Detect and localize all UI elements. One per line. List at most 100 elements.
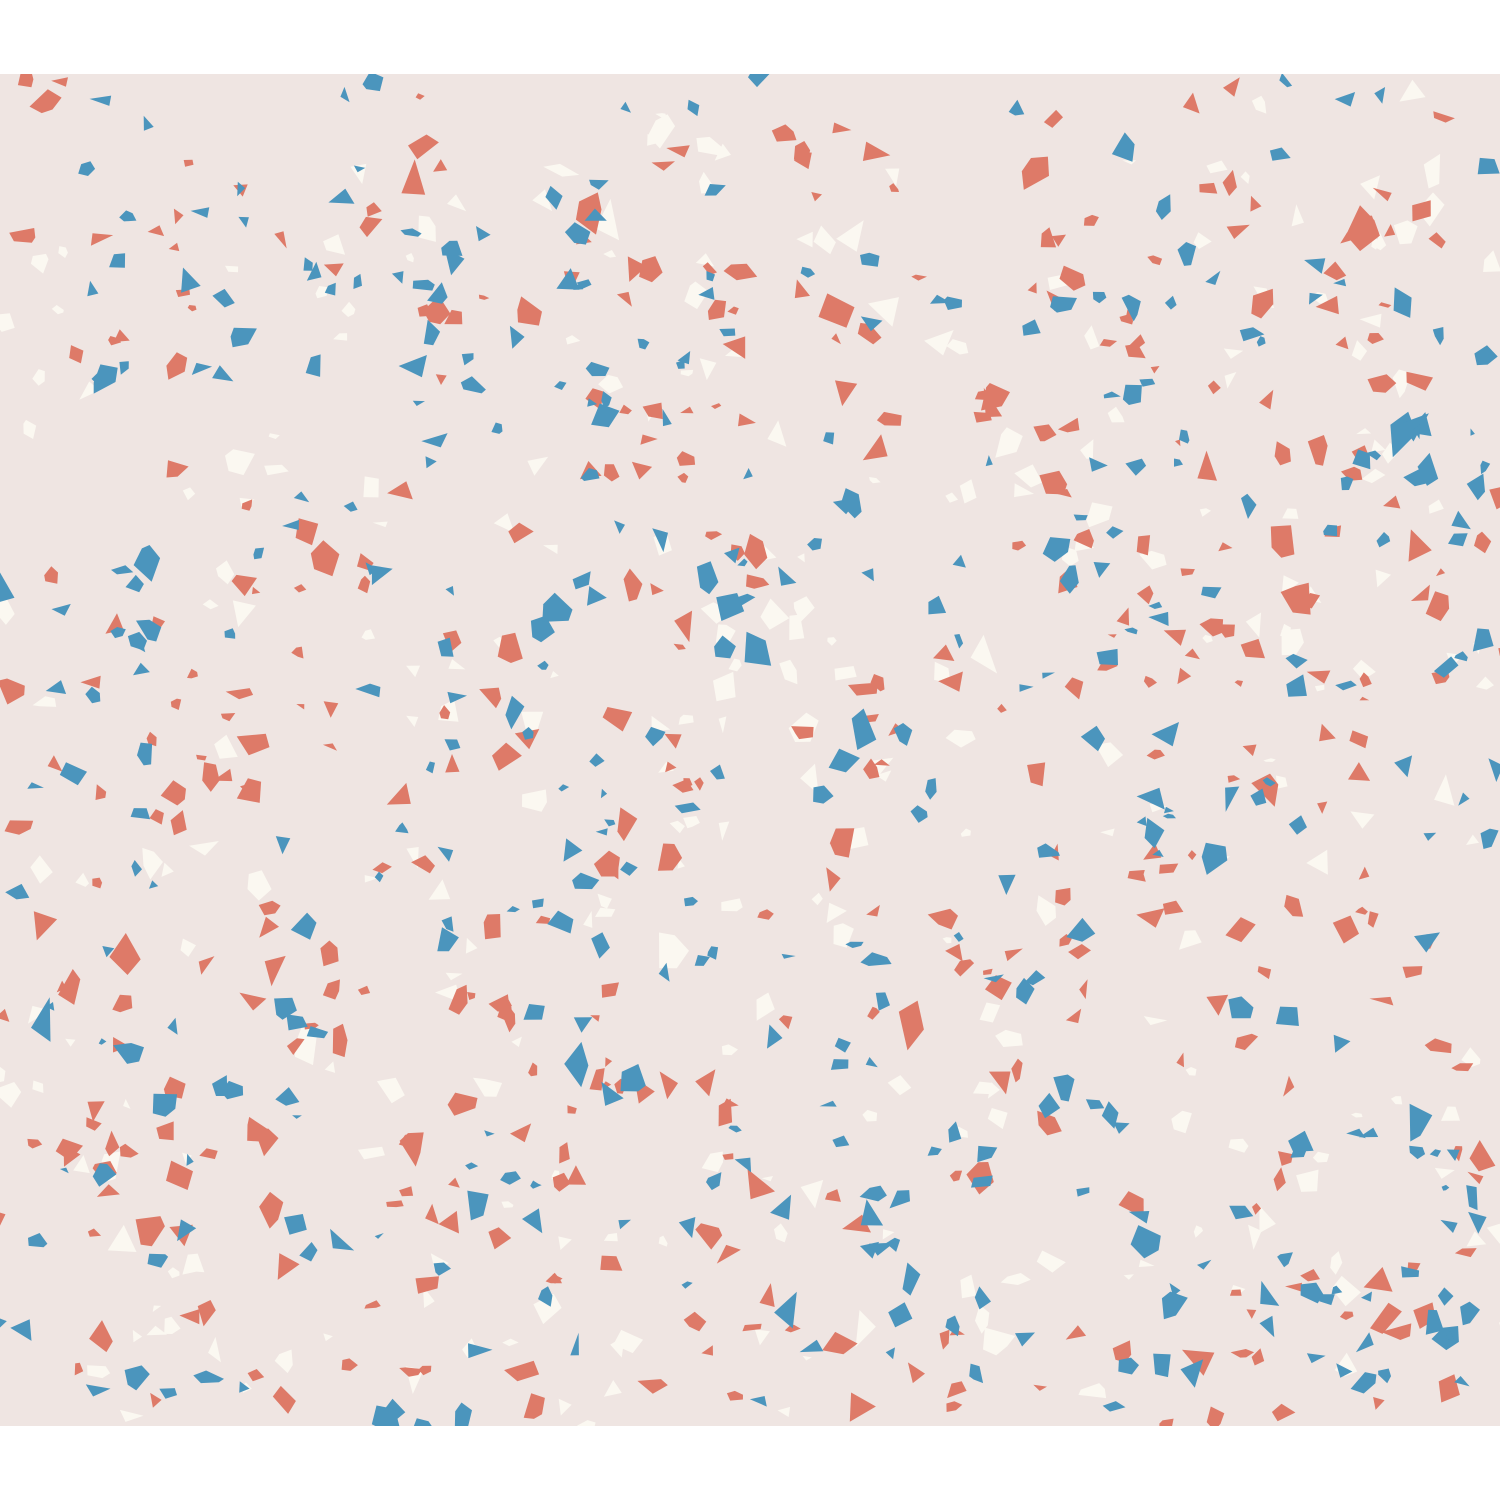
coral-chip bbox=[711, 403, 722, 409]
blue-chip bbox=[1161, 1291, 1188, 1320]
coral-chip bbox=[272, 1385, 296, 1414]
cream-chip bbox=[1282, 508, 1299, 519]
coral-chip bbox=[33, 911, 58, 941]
coral-chip bbox=[1033, 424, 1057, 442]
coral-chip bbox=[197, 1300, 216, 1327]
cream-chip bbox=[274, 1349, 293, 1374]
coral-chip bbox=[92, 877, 103, 889]
blue-chip bbox=[467, 1190, 489, 1221]
blue-chip bbox=[547, 910, 574, 934]
coral-chip bbox=[938, 671, 963, 692]
cream-chip bbox=[1014, 483, 1034, 498]
cream-chip bbox=[406, 665, 421, 678]
blue-chip bbox=[274, 997, 297, 1020]
coral-chip bbox=[889, 183, 899, 192]
cream-chip bbox=[448, 659, 466, 670]
coral-chip bbox=[295, 518, 319, 546]
blue-chip bbox=[1250, 788, 1267, 806]
cream-chip bbox=[268, 433, 280, 439]
cream-chip bbox=[1206, 160, 1228, 174]
coral-chip bbox=[874, 759, 890, 766]
cream-chip bbox=[180, 938, 196, 957]
blue-chip bbox=[1262, 777, 1276, 787]
blue-chip bbox=[282, 519, 299, 530]
blue-chip bbox=[59, 1167, 69, 1174]
blue-chip bbox=[1124, 627, 1138, 635]
coral-chip bbox=[442, 630, 462, 653]
coral-chip bbox=[1270, 525, 1295, 558]
coral-chip bbox=[56, 980, 67, 993]
blue-chip bbox=[1042, 672, 1055, 679]
coral-chip bbox=[1402, 966, 1423, 979]
blue-chip bbox=[1042, 537, 1071, 562]
blue-chip bbox=[799, 1339, 824, 1353]
cream-chip bbox=[1171, 1110, 1192, 1134]
blue-chip bbox=[587, 398, 598, 407]
blue-chip bbox=[412, 400, 425, 406]
cream-chip bbox=[721, 898, 743, 912]
blue-chip bbox=[707, 946, 719, 960]
coral-chip bbox=[1319, 723, 1336, 742]
blue-chip bbox=[1164, 295, 1177, 310]
cream-chip bbox=[1263, 758, 1276, 762]
coral-chip bbox=[1207, 380, 1221, 395]
coral-chip bbox=[946, 1401, 963, 1412]
cream-chip bbox=[1296, 1169, 1319, 1192]
coral-chip bbox=[848, 682, 878, 696]
coral-chip bbox=[1150, 366, 1160, 374]
cream-chip bbox=[945, 492, 958, 503]
coral-chip bbox=[1180, 568, 1195, 576]
blue-chip bbox=[1448, 533, 1468, 547]
coral-chip bbox=[1199, 182, 1218, 194]
blue-chip bbox=[1136, 787, 1165, 810]
coral-chip bbox=[1225, 917, 1256, 943]
coral-chip bbox=[364, 1300, 381, 1309]
cream-chip bbox=[0, 1082, 22, 1108]
coral-chip bbox=[1004, 948, 1023, 962]
coral-chip bbox=[27, 1138, 43, 1149]
cream-chip bbox=[834, 666, 857, 681]
blue-chip bbox=[136, 619, 162, 642]
blue-chip bbox=[893, 723, 913, 746]
coral-chip bbox=[1307, 435, 1328, 466]
cream-chip bbox=[558, 1398, 572, 1416]
cream-chip bbox=[683, 816, 700, 829]
coral-chip bbox=[757, 909, 774, 920]
coral-chip bbox=[357, 575, 371, 594]
coral-chip bbox=[1370, 1302, 1402, 1334]
cream-chip bbox=[1036, 1250, 1066, 1273]
cream-chip bbox=[1245, 612, 1262, 638]
blue-chip bbox=[954, 634, 964, 649]
blue-chip bbox=[572, 571, 591, 590]
blue-chip bbox=[441, 916, 454, 932]
coral-chip bbox=[90, 233, 114, 246]
blue-chip bbox=[1466, 1185, 1478, 1211]
blue-chip bbox=[658, 962, 670, 982]
coral-chip bbox=[156, 1121, 174, 1141]
blue-chip bbox=[580, 468, 600, 481]
coral-chip bbox=[1033, 1384, 1047, 1391]
coral-chip bbox=[849, 1392, 876, 1422]
coral-chip bbox=[357, 985, 371, 995]
cream-chip bbox=[1476, 676, 1494, 690]
coral-chip bbox=[1064, 677, 1084, 700]
blue-chip bbox=[1359, 1127, 1379, 1138]
coral-chip bbox=[862, 434, 888, 461]
coral-chip bbox=[220, 713, 236, 722]
coral-chip bbox=[359, 216, 383, 238]
coral-chip bbox=[147, 225, 165, 237]
coral-chip bbox=[1301, 593, 1321, 609]
cream-chip bbox=[361, 629, 375, 640]
blue-chip bbox=[925, 778, 937, 800]
cream-chip bbox=[493, 513, 515, 533]
coral-chip bbox=[492, 742, 522, 771]
cream-chip bbox=[1352, 659, 1376, 681]
blue-chip bbox=[1340, 476, 1354, 491]
blue-chip bbox=[328, 188, 355, 204]
blue-chip bbox=[724, 547, 740, 564]
blue-chip bbox=[927, 1146, 942, 1156]
coral-chip bbox=[1136, 908, 1165, 928]
cream-chip bbox=[1371, 439, 1386, 453]
blue-chip bbox=[461, 353, 474, 366]
coral-chip bbox=[566, 1165, 587, 1185]
